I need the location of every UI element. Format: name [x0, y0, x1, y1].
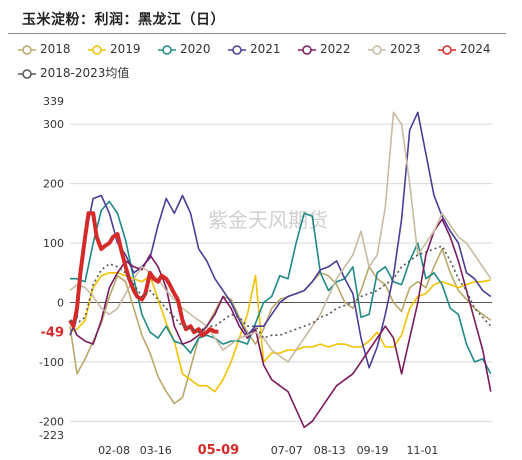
legend-label: 2024 — [460, 42, 491, 56]
x-tick-label: 08-13 — [314, 444, 346, 457]
y-tick-label: 200 — [43, 178, 64, 191]
legend-item-2018[interactable]: 2018 — [18, 40, 71, 58]
watermark: 紫金天风期货 — [208, 208, 328, 232]
series-line-2024 — [68, 211, 219, 338]
legend-marker-icon — [88, 44, 106, 55]
legend-item-2023[interactable]: 2023 — [368, 40, 421, 58]
series-line-mean — [69, 245, 492, 339]
series-line-2022 — [69, 218, 492, 429]
x-tick-label: 03-16 — [140, 444, 172, 457]
legend-marker-icon — [368, 44, 386, 55]
legend-item-mean[interactable]: 2018-2023均值 — [18, 64, 129, 82]
legend-marker-icon — [158, 44, 176, 55]
y-tick-label: -200 — [39, 415, 64, 428]
legend-marker-icon — [438, 44, 456, 55]
x-tick-label: 11-01 — [406, 444, 438, 457]
legend-marker-icon — [298, 44, 316, 55]
legend-item-2021[interactable]: 2021 — [228, 40, 281, 58]
x-tick-label: 02-08 — [98, 444, 130, 457]
legend-label: 2018 — [40, 42, 71, 56]
title-bar: 玉米淀粉：利润：黑龙江（日） — [0, 0, 522, 36]
legend-label: 2020 — [180, 42, 211, 56]
title-divider — [8, 33, 506, 34]
series-line-2023 — [69, 111, 492, 363]
y-tick-label: 0 — [57, 296, 64, 309]
legend-item-2019[interactable]: 2019 — [88, 40, 141, 58]
legend-marker-icon — [18, 44, 36, 55]
legend-item-2024[interactable]: 2024 — [438, 40, 491, 58]
legend-marker-icon — [228, 44, 246, 55]
legend-label: 2022 — [320, 42, 351, 56]
chart-title: 玉米淀粉：利润：黑龙江（日） — [22, 12, 225, 28]
y-tick-label: -223 — [39, 429, 64, 442]
legend-item-2022[interactable]: 2022 — [298, 40, 351, 58]
legend-label: 2021 — [250, 42, 281, 56]
legend-item-2020[interactable]: 2020 — [158, 40, 211, 58]
y-tick-label: 339 — [43, 95, 64, 108]
last-value-label: -49 — [41, 326, 65, 341]
series-line-2019 — [69, 271, 491, 393]
x-tick-label: 09-19 — [357, 444, 389, 457]
y-tick-label: -100 — [39, 356, 64, 369]
y-tick-label: 100 — [43, 237, 64, 250]
legend-label: 2023 — [390, 42, 421, 56]
x-tick-label: 07-07 — [271, 444, 303, 457]
legend-label: 2018-2023均值 — [40, 66, 130, 80]
legend-label: 2019 — [110, 42, 141, 56]
legend-marker-icon — [18, 68, 36, 79]
series-line-2020 — [70, 200, 492, 375]
y-tick-label: 300 — [43, 118, 64, 131]
x-tick-label: 05-09 — [198, 443, 240, 458]
